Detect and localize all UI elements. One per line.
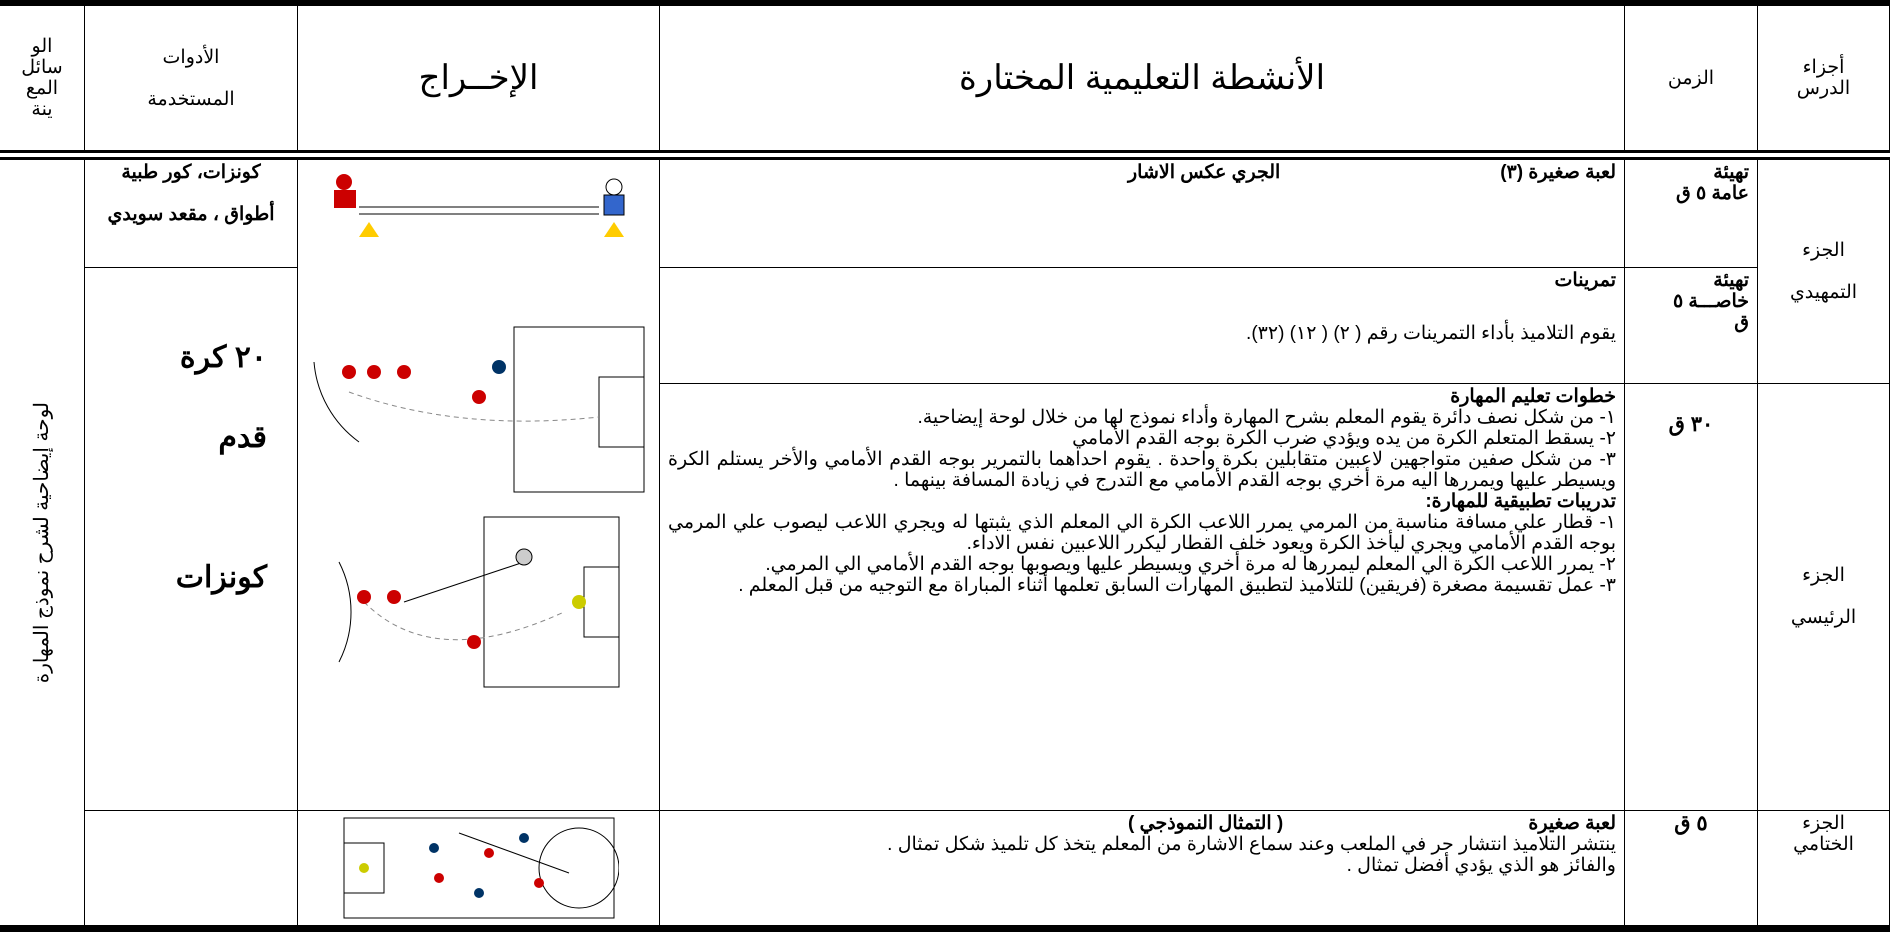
- step: ٢- يسقط المتعلم الكرة من يده ويؤدي ضرب ا…: [1072, 427, 1616, 449]
- t: تهيئة: [1713, 162, 1749, 183]
- activity: لعبة صغيرة (٣) الجري عكس الاشار: [659, 154, 1625, 268]
- t: التمهيدي: [1789, 281, 1858, 303]
- activity: خطوات تعليم المهارة ١- من شكل نصف دائرة …: [659, 382, 1625, 811]
- line: لعبة صغيرة ( التمثال النموذجي ): [668, 813, 1616, 834]
- output-header: الإخــراج: [297, 2, 660, 160]
- output: [297, 154, 660, 811]
- title: تمرينات: [1554, 269, 1616, 291]
- subtitle: ( التمثال النموذجي ): [1128, 812, 1284, 834]
- t: كونزات: [175, 560, 267, 594]
- row: الجزء الختامي ٥ ق لعبة صغيرة ( التمثال الن…: [0, 809, 1890, 929]
- t: كونزات، كور طبية: [121, 162, 261, 183]
- tools: ٢٠ كرة قدم كونزات: [84, 266, 298, 811]
- h: أجزاء: [1802, 57, 1845, 78]
- h: المستخدمة: [147, 88, 235, 110]
- t: ق: [1734, 311, 1749, 333]
- tools: كونزات، كور طبية أطواق ، مقعد سويدي: [84, 154, 298, 268]
- subtitle: الجري عكس الاشار: [1128, 162, 1281, 183]
- t: ٢٠ كرة: [179, 340, 267, 374]
- row: الجزء الرئيسي ٣٠ ق خطوات تعليم المهارة ١-…: [0, 382, 1890, 811]
- t: الختامي: [1793, 833, 1854, 855]
- text: ينتشر التلاميذ انتشار حر في الملعب وعند …: [887, 833, 1616, 855]
- drill: ١- قطار علي مسافة مناسبة من المرمي يمرر …: [668, 511, 1616, 554]
- part: الجزء الختامي: [1757, 809, 1890, 929]
- title: لعبة صغيرة (٣): [1500, 162, 1616, 183]
- time: تهيئة عامة ٥ ق: [1624, 154, 1758, 268]
- time-header: الزمن: [1624, 2, 1758, 160]
- drill: ٣- عمل تقسيمة مصغرة (فريقين) للتلاميذ لت…: [738, 574, 1616, 596]
- sketch: [313, 326, 644, 493]
- t: الجزء: [1802, 812, 1845, 834]
- h: سائل: [21, 57, 63, 78]
- part: الجزء التمهيدي: [1757, 154, 1890, 384]
- tools-header: الأدوات المستخدمة: [84, 2, 298, 160]
- h: الو: [31, 36, 53, 57]
- sketch: [338, 516, 619, 688]
- row: الجزء التمهيدي تهيئة عامة ٥ ق لعبة صغيرة (…: [0, 154, 1890, 929]
- activity: لعبة صغيرة ( التمثال النموذجي ) ينتشر التل…: [659, 809, 1625, 929]
- time: ٥ ق: [1624, 809, 1758, 929]
- aids: لوحة إيضاحية لشرح نموذج المهارة: [0, 154, 85, 929]
- t: الجزء: [1802, 239, 1845, 261]
- h: المع: [25, 78, 59, 99]
- t: خاصـــة ٥: [1672, 290, 1749, 312]
- t: عامة ٥ ق: [1675, 183, 1749, 204]
- drill: ٢- يمرر اللاعب الكرة الي المعلم ليمررها …: [765, 553, 1616, 575]
- h: الأدوات: [162, 46, 220, 68]
- part: الجزء الرئيسي: [1757, 382, 1890, 811]
- activities-header: الأنشطة التعليمية المختارة: [659, 2, 1625, 160]
- h: ينة: [31, 99, 53, 120]
- t: تهيئة: [1713, 269, 1749, 291]
- t: أطواق ، مقعد سويدي: [107, 204, 275, 225]
- sketch: [343, 817, 619, 918]
- output: [297, 809, 660, 929]
- line: لعبة صغيرة (٣) الجري عكس الاشار: [668, 162, 1616, 183]
- time: ٣٠ ق: [1624, 382, 1758, 811]
- header-row: أجزاء الدرس الزمن الأنشطة التعليمية المخت…: [0, 2, 1890, 160]
- step: ١- من شكل نصف دائرة يقوم المعلم بشرح الم…: [917, 406, 1616, 428]
- t: الرئيسي: [1790, 607, 1857, 628]
- t: قدم: [218, 420, 267, 454]
- text: والفائز هو الذي يؤدي أفضل تمثال .: [1346, 854, 1616, 876]
- heading: تدريبات تطبيقية للمهارة:: [1425, 490, 1616, 512]
- parts-header: أجزاء الدرس: [1757, 2, 1890, 160]
- aids-header: الو سائل المع ينة: [0, 2, 85, 160]
- step: ٣- من شكل صفين متواجهين لاعبين متقابلين …: [668, 448, 1616, 491]
- tools: [84, 809, 298, 929]
- heading: خطوات تعليم المهارة: [1450, 385, 1616, 407]
- text: يقوم التلاميذ بأداء التمرينات رقم ( ٢) (…: [1246, 322, 1616, 344]
- h: الدرس: [1796, 78, 1851, 99]
- title: لعبة صغيرة: [1528, 812, 1616, 834]
- activity: تمرينات يقوم التلاميذ بأداء التمرينات رقم…: [659, 266, 1625, 384]
- sketch: [333, 174, 624, 237]
- t: الجزء: [1802, 565, 1845, 586]
- aid-text: لوحة إيضاحية لشرح نموذج المهارة: [30, 401, 53, 683]
